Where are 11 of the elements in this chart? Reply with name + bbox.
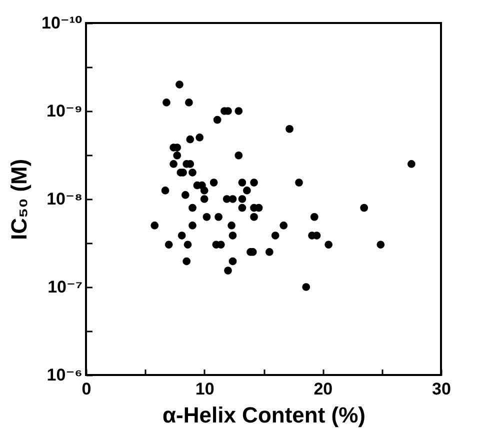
y-tick-label: 10⁻¹⁰ <box>42 14 82 32</box>
x-axis-title: α-Helix Content (%) <box>162 402 366 428</box>
y-axis-title: IC₅₀ (M) <box>6 158 32 240</box>
y-tick-label: 10⁻⁶ <box>46 366 82 384</box>
y-tick-label: 10⁻⁹ <box>46 102 82 120</box>
x-tick-label: 20 <box>314 380 333 398</box>
x-tick-label: 0 <box>82 380 92 398</box>
x-tick-label: 30 <box>432 380 451 398</box>
y-tick-label: 10⁻⁷ <box>48 278 82 296</box>
y-tick-label: 10⁻⁸ <box>46 190 82 208</box>
x-tick-label: 10 <box>195 380 214 398</box>
